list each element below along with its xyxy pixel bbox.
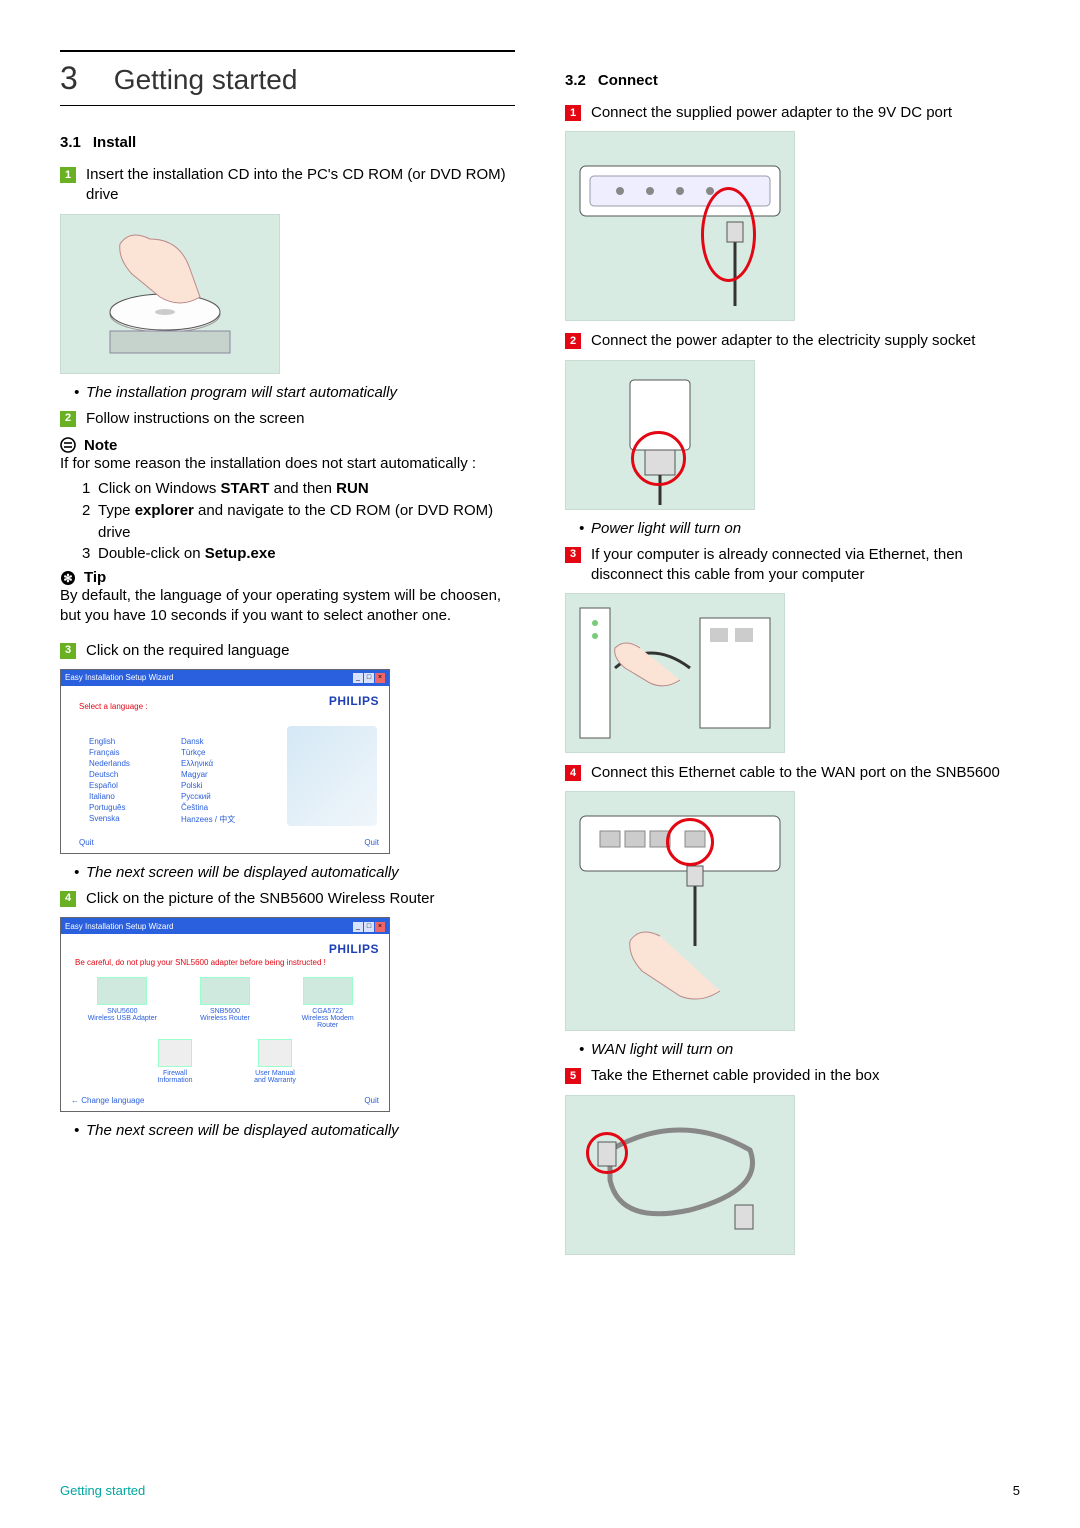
wizard-photo: [287, 726, 377, 826]
right-column: 3.2Connect 1 Connect the supplied power …: [565, 50, 1020, 1265]
install-step-4: 4 Click on the picture of the SNB5600 Wi…: [60, 889, 515, 909]
connect-step-5: 5 Take the Ethernet cable provided in th…: [565, 1066, 1020, 1086]
step-number-box: 1: [60, 167, 76, 183]
note-label: Note: [60, 437, 515, 454]
install-step-3: 3 Click on the required language: [60, 641, 515, 661]
left-column: 3 Getting started 3.1Install 1 Insert th…: [60, 50, 515, 1265]
wizard-titlebar: Easy Installation Setup Wizard _□×: [61, 918, 389, 934]
page-footer: Getting started 5: [60, 1483, 1020, 1498]
connect-step-1: 1 Connect the supplied power adapter to …: [565, 103, 1020, 123]
figure-language-wizard: Easy Installation Setup Wizard _□× PHILI…: [60, 669, 390, 854]
rule-mid: [60, 105, 515, 106]
philips-logo: PHILIPS: [329, 694, 379, 708]
section-title: Getting started: [114, 64, 298, 96]
tip-body: By default, the language of your operati…: [60, 586, 515, 627]
rule-top: [60, 50, 515, 52]
figure-disconnect-ethernet: [565, 593, 785, 753]
install-step-1: 1 Insert the installation CD into the PC…: [60, 165, 515, 206]
next-screen-note-1: The next screen will be displayed automa…: [74, 864, 515, 881]
figure-power-socket: [565, 360, 755, 510]
note-icon: [60, 437, 76, 453]
highlight-circle: [666, 818, 714, 866]
philips-logo: PHILIPS: [329, 942, 379, 956]
section-header: 3 Getting started: [60, 60, 515, 97]
wizard-titlebar: Easy Installation Setup Wizard _□×: [61, 670, 389, 686]
footer-section-name: Getting started: [60, 1483, 145, 1498]
connect-step-4: 4 Connect this Ethernet cable to the WAN…: [565, 763, 1020, 783]
manual-steps: 1Click on Windows START and then RUN 2Ty…: [60, 478, 515, 565]
tip-icon: ✻: [60, 570, 76, 586]
footer-page-number: 5: [1013, 1483, 1020, 1498]
step-number-box: 5: [565, 1068, 581, 1084]
next-screen-note-2: The next screen will be displayed automa…: [74, 1122, 515, 1139]
highlight-circle: [631, 431, 686, 486]
note-body: If for some reason the installation does…: [60, 454, 515, 474]
subheading-connect: 3.2Connect: [565, 72, 1020, 89]
install-step-2: 2 Follow instructions on the screen: [60, 409, 515, 429]
figure-wan-port: [565, 791, 795, 1031]
figure-ethernet-cable: [565, 1095, 795, 1255]
step-number-box: 3: [565, 547, 581, 563]
tip-label: ✻ Tip: [60, 569, 515, 586]
step-number-box: 2: [565, 333, 581, 349]
subheading-install: 3.1Install: [60, 134, 515, 151]
step-number-box: 4: [565, 765, 581, 781]
svg-text:✻: ✻: [63, 573, 72, 585]
wan-light-note: WAN light will turn on: [579, 1041, 1020, 1058]
power-light-note: Power light will turn on: [579, 520, 1020, 537]
figure-router-wizard: Easy Installation Setup Wizard _□× PHILI…: [60, 917, 390, 1112]
install-autostart-note: The installation program will start auto…: [74, 384, 515, 401]
step-number-box: 3: [60, 643, 76, 659]
figure-power-port: [565, 131, 795, 321]
figure-insert-cd: [60, 214, 280, 374]
step-number-box: 1: [565, 105, 581, 121]
step-number-box: 2: [60, 411, 76, 427]
highlight-circle: [586, 1132, 628, 1174]
step-number-box: 4: [60, 891, 76, 907]
highlight-circle: [701, 187, 756, 282]
connect-step-3: 3 If your computer is already connected …: [565, 545, 1020, 586]
connect-step-2: 2 Connect the power adapter to the elect…: [565, 331, 1020, 351]
section-number: 3: [60, 60, 78, 97]
